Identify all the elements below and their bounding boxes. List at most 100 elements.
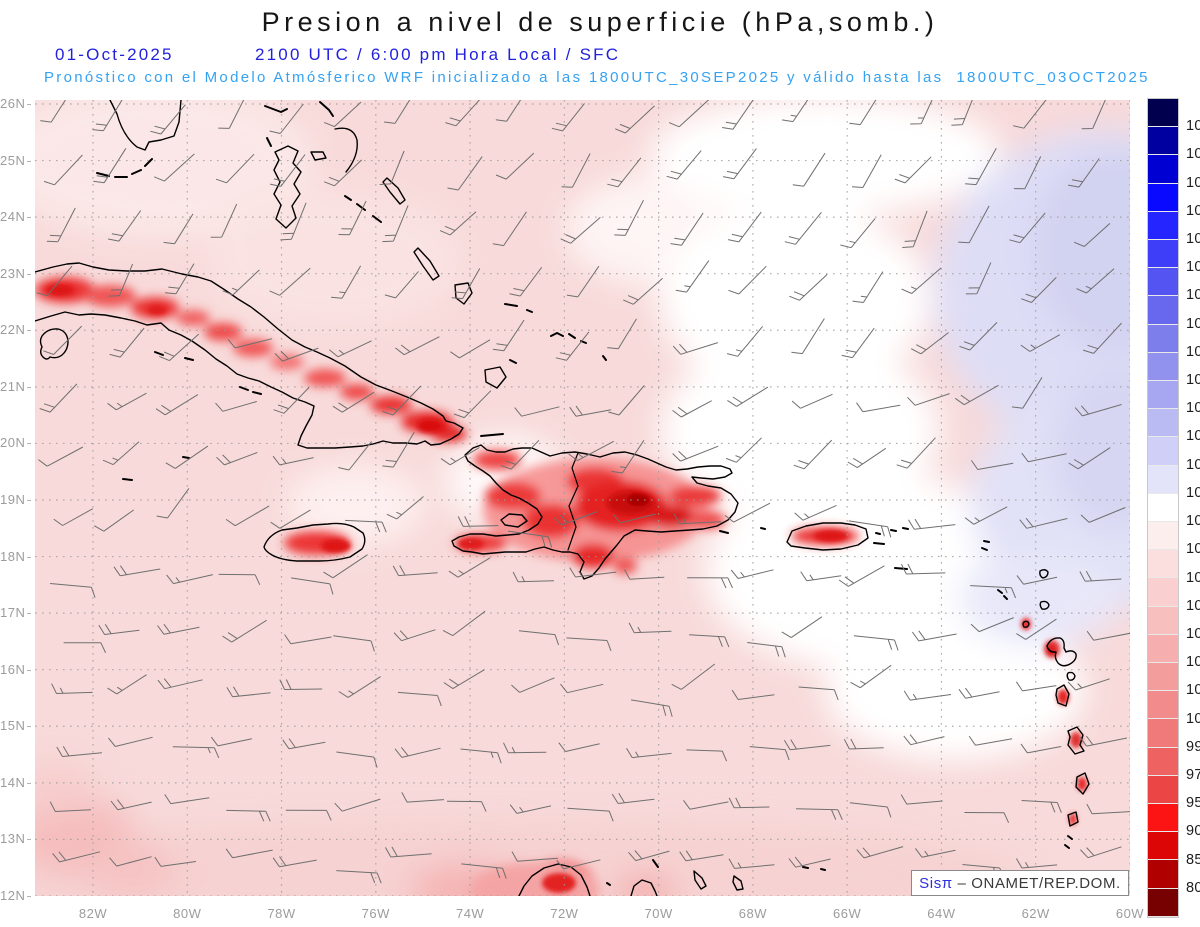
wind-barb bbox=[675, 260, 710, 293]
coast-marie-galante bbox=[1066, 671, 1076, 681]
coast-st-martin-anguilla bbox=[981, 540, 1008, 600]
coast-puerto-rico bbox=[786, 522, 869, 551]
wind-barb bbox=[668, 100, 710, 128]
lat-label-16N: 16N bbox=[0, 662, 29, 677]
lat-label-20N: 20N bbox=[0, 436, 29, 450]
wind-barb bbox=[270, 509, 311, 529]
wind-barb bbox=[794, 504, 837, 521]
wind-barb bbox=[439, 211, 477, 236]
colorbar-segment bbox=[1148, 522, 1178, 551]
wind-barb bbox=[615, 105, 655, 134]
wind-barb bbox=[442, 610, 486, 637]
colorbar-label-850: 850 bbox=[1186, 851, 1200, 868]
wind-barb bbox=[623, 277, 663, 305]
coast-cat-island bbox=[382, 177, 406, 205]
wind-barb bbox=[613, 513, 656, 524]
wind-barb bbox=[911, 630, 957, 642]
wind-barb bbox=[843, 738, 884, 750]
wind-barb bbox=[1021, 800, 1062, 813]
wind-barb bbox=[726, 326, 763, 357]
colorbar-segment bbox=[1148, 634, 1178, 664]
wind-barb bbox=[50, 583, 96, 598]
wind-barb bbox=[567, 807, 614, 822]
coast-guajira bbox=[518, 863, 591, 896]
colorbar-label-990: 990 bbox=[1186, 738, 1200, 755]
wind-barb bbox=[109, 856, 152, 867]
wind-barb bbox=[851, 154, 882, 188]
wind-barb bbox=[569, 405, 612, 417]
colorbar-segment bbox=[1148, 437, 1178, 466]
wind-barb bbox=[336, 751, 378, 768]
wind-barb bbox=[154, 153, 195, 182]
wind-barb bbox=[560, 683, 604, 694]
wind-barb bbox=[838, 565, 885, 587]
wind-barb bbox=[512, 571, 554, 583]
wind-barb bbox=[269, 103, 304, 134]
wind-barb bbox=[673, 513, 722, 525]
colorbar-segment bbox=[1148, 324, 1178, 353]
wind-barb bbox=[40, 100, 67, 123]
coast-exuma-cays bbox=[344, 195, 382, 223]
wind-barb bbox=[215, 153, 255, 184]
wind-barb bbox=[901, 267, 942, 294]
wind-barb bbox=[450, 339, 491, 359]
colorbar-segment bbox=[1148, 578, 1178, 607]
wind-barb bbox=[847, 447, 887, 469]
colorbar-label-800: 800 bbox=[1186, 879, 1200, 896]
colorbar-label-1013: 1013 bbox=[1186, 513, 1200, 530]
wind-barb bbox=[1021, 277, 1057, 303]
wind-barb bbox=[1080, 507, 1126, 523]
wind-barb bbox=[382, 205, 409, 243]
colorbar-segment bbox=[1148, 747, 1178, 776]
wind-barb bbox=[856, 402, 901, 413]
coast-caymans bbox=[122, 456, 190, 481]
wind-barb bbox=[964, 812, 1010, 823]
colorbar-label-1028: 1028 bbox=[1186, 231, 1200, 248]
wind-barb bbox=[154, 856, 197, 867]
wind-barb bbox=[730, 569, 774, 579]
wind-barb bbox=[1079, 735, 1127, 747]
colorbar-segment bbox=[1148, 606, 1178, 635]
wind-barb bbox=[323, 554, 368, 579]
wind-barb bbox=[607, 157, 642, 188]
wind-barb bbox=[561, 153, 591, 188]
coast-jamaica bbox=[263, 522, 366, 562]
wind-barb bbox=[608, 385, 645, 416]
wind-barb bbox=[1011, 377, 1043, 409]
wind-barb bbox=[63, 642, 107, 654]
wind-barb bbox=[683, 800, 729, 810]
coast-paraguana bbox=[630, 879, 658, 896]
colorbar-segment bbox=[1148, 832, 1178, 861]
wind-barb bbox=[1067, 678, 1110, 691]
attribution-box: Sisπ – ONAMET/REP.DOM. bbox=[911, 870, 1129, 896]
wind-barb bbox=[518, 630, 560, 646]
coast-montserrat bbox=[1022, 620, 1030, 628]
colorbar-segment bbox=[1148, 352, 1178, 382]
coast-grand-bahama bbox=[264, 101, 334, 147]
lon-label-78W: 78W bbox=[267, 906, 296, 921]
coast-martinique bbox=[1067, 726, 1085, 755]
wind-barb bbox=[970, 617, 1014, 633]
wind-barb bbox=[614, 199, 644, 236]
wind-barb bbox=[92, 100, 123, 132]
colorbar-label-1017: 1017 bbox=[1186, 400, 1200, 417]
coast-florida bbox=[109, 100, 182, 151]
wind-barb bbox=[1068, 158, 1100, 188]
wind-barb bbox=[611, 793, 655, 804]
coast-curacao bbox=[693, 870, 707, 890]
wind-barb bbox=[959, 322, 998, 351]
colorbar-label-1018: 1018 bbox=[1186, 372, 1200, 389]
wind-barb bbox=[907, 393, 950, 406]
wind-barb bbox=[392, 565, 438, 577]
wind-barb bbox=[848, 520, 892, 538]
wind-barb bbox=[725, 437, 762, 463]
wind-barb bbox=[93, 148, 127, 184]
attribution-brand: Sisπ bbox=[919, 874, 953, 892]
wind-barb bbox=[225, 505, 270, 527]
wind-barb bbox=[514, 406, 560, 417]
colorbar-label-1000: 1000 bbox=[1186, 710, 1200, 727]
wind-barb bbox=[394, 746, 441, 758]
coast-florida-keys bbox=[96, 158, 153, 178]
colorbar-segment bbox=[1148, 860, 1178, 889]
colorbar-label-970: 970 bbox=[1186, 766, 1200, 783]
